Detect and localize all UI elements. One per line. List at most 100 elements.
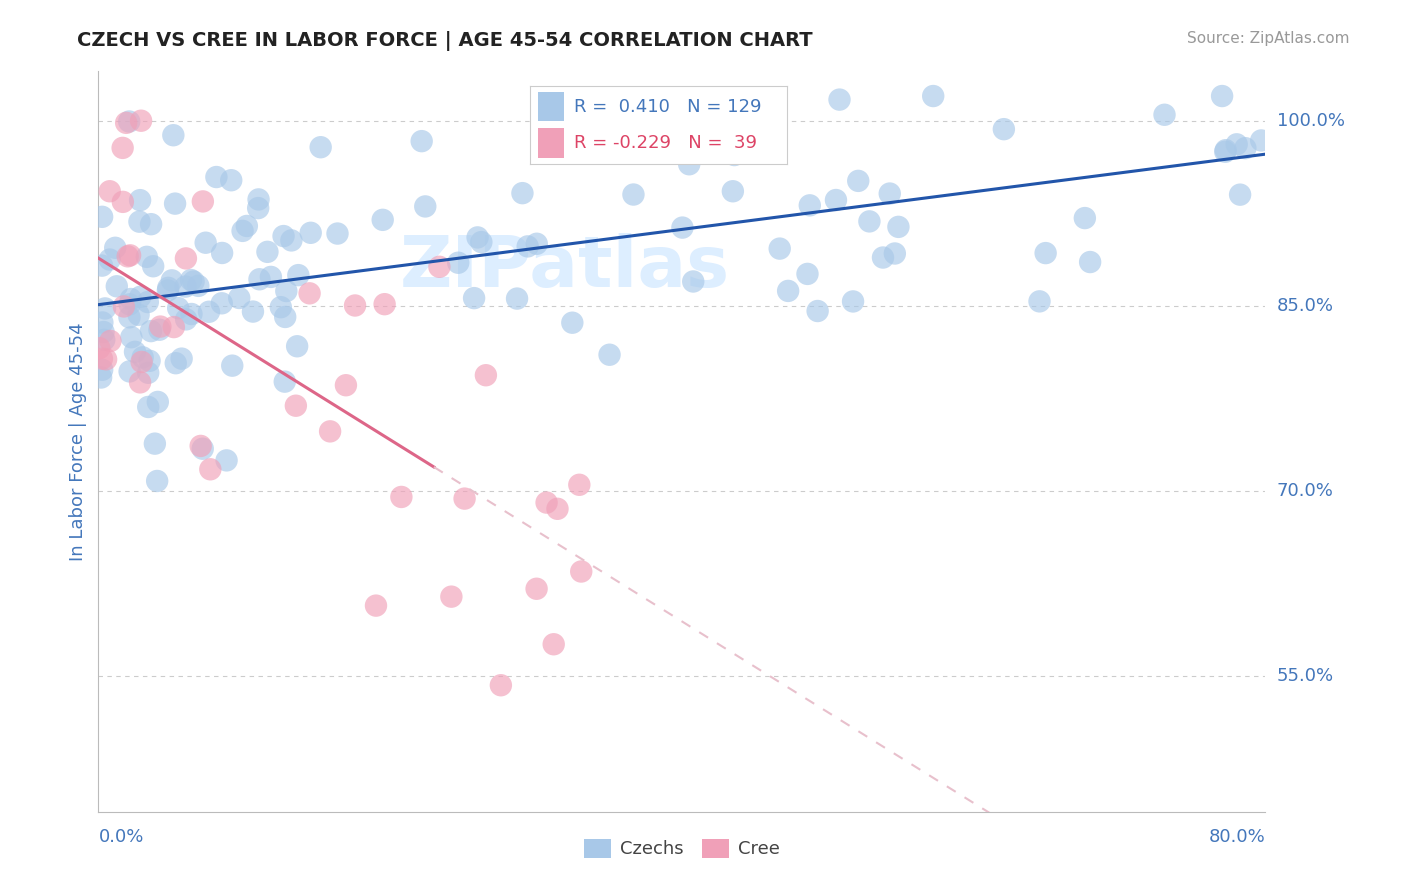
Point (143, 436, 166, 450)
Point (247, 201, 270, 215)
Point (117, 249, 139, 263)
Point (131, 351, 153, 365)
Point (91, 363, 114, 377)
Point (287, 268, 309, 282)
Point (191, 194, 214, 209)
Point (993, 122, 1015, 136)
Point (228, 291, 250, 305)
Point (187, 278, 209, 293)
Point (299, 226, 322, 240)
Point (682, 275, 704, 289)
Point (799, 198, 821, 212)
Point (93, 325, 115, 339)
Point (489, 678, 512, 692)
Point (156, 284, 179, 298)
Point (344, 298, 367, 312)
Point (284, 399, 307, 413)
Point (232, 224, 254, 238)
Point (475, 368, 498, 383)
Point (98, 252, 121, 267)
Point (180, 307, 202, 321)
Point (526, 582, 548, 596)
Point (274, 375, 297, 389)
Point (364, 599, 387, 613)
Point (623, 187, 645, 202)
Point (671, 220, 693, 235)
Point (91, 259, 114, 273)
Point (807, 304, 830, 318)
Point (98, 184, 121, 198)
Point (516, 239, 538, 253)
Point (828, 93, 851, 107)
Point (270, 300, 292, 314)
Point (91, 210, 114, 224)
Point (142, 259, 165, 273)
Point (136, 366, 159, 380)
Point (796, 267, 818, 281)
Point (1226, 137, 1249, 152)
Point (90, 370, 112, 384)
Point (1153, 108, 1175, 122)
Point (90, 351, 112, 366)
Point (371, 212, 394, 227)
Point (256, 244, 278, 259)
Point (211, 296, 233, 310)
Point (146, 474, 169, 488)
Point (1234, 141, 1257, 155)
Point (1035, 246, 1057, 260)
Legend: Czechs, Cree: Czechs, Cree (576, 832, 787, 865)
Point (249, 272, 271, 286)
Text: 55.0%: 55.0% (1277, 667, 1334, 685)
Point (298, 286, 321, 301)
Point (111, 194, 134, 209)
Point (165, 196, 187, 211)
Y-axis label: In Labor Force | Age 45-54: In Labor Force | Age 45-54 (69, 322, 87, 561)
Point (536, 495, 558, 509)
Point (128, 215, 150, 229)
Point (319, 425, 342, 439)
Point (1074, 211, 1097, 225)
Point (221, 359, 243, 373)
Point (112, 300, 135, 314)
Point (136, 295, 159, 310)
Text: 0.0%: 0.0% (98, 828, 143, 846)
Point (274, 310, 297, 324)
Point (543, 637, 565, 651)
Point (309, 140, 332, 154)
Point (190, 439, 212, 453)
Point (922, 89, 945, 103)
Point (1213, 145, 1236, 159)
Point (200, 462, 222, 476)
Point (163, 320, 186, 334)
Point (589, 145, 612, 159)
Point (1211, 89, 1233, 103)
Point (118, 297, 141, 311)
Point (148, 323, 170, 337)
Point (100, 334, 122, 348)
Point (180, 273, 202, 287)
Point (160, 273, 183, 287)
Point (118, 364, 141, 378)
Point (219, 173, 242, 187)
Text: 100.0%: 100.0% (1277, 112, 1344, 129)
Point (547, 501, 569, 516)
Point (139, 217, 162, 231)
Text: 80.0%: 80.0% (1209, 828, 1265, 846)
Point (1229, 187, 1251, 202)
Point (149, 319, 172, 334)
Point (413, 199, 436, 213)
Point (162, 128, 184, 143)
Point (205, 169, 228, 184)
Point (568, 477, 591, 491)
Text: CZECH VS CREE IN LABOR FORCE | AGE 45-54 CORRELATION CHART: CZECH VS CREE IN LABOR FORCE | AGE 45-54… (77, 31, 813, 51)
Point (131, 355, 153, 369)
Point (93, 333, 115, 347)
Point (723, 148, 745, 162)
Text: Source: ZipAtlas.com: Source: ZipAtlas.com (1187, 31, 1350, 46)
Point (170, 351, 193, 366)
Point (429, 260, 451, 274)
Point (374, 297, 396, 311)
Point (561, 316, 583, 330)
Point (260, 269, 283, 284)
Point (198, 305, 221, 319)
